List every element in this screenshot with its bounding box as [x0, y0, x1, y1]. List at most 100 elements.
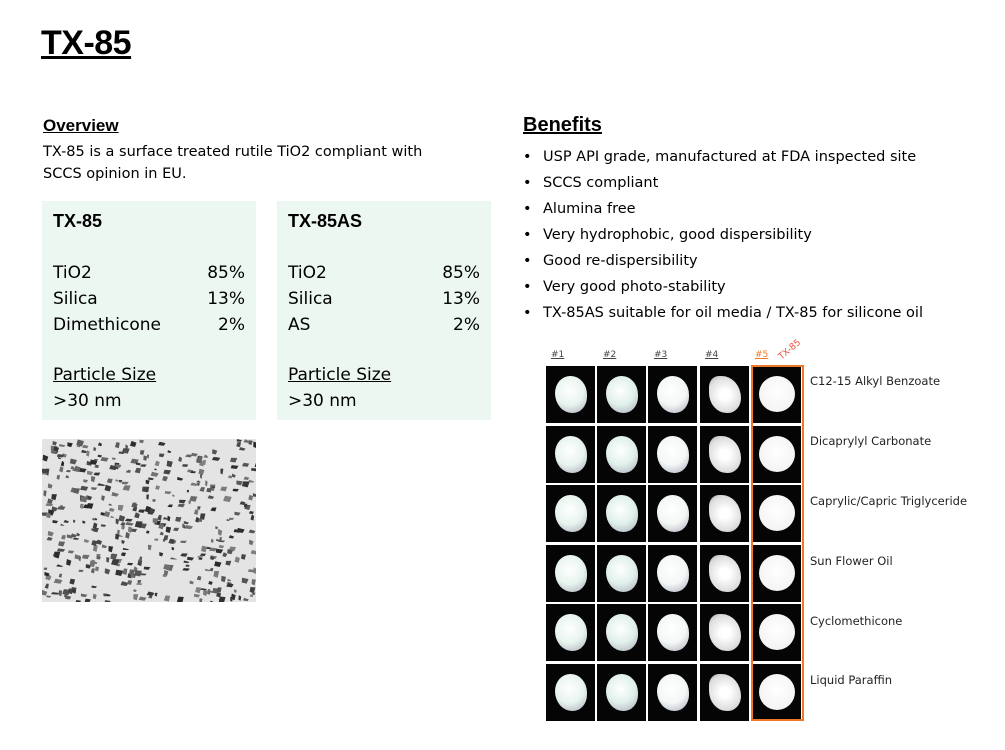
particle: [93, 472, 101, 476]
oil-label: C12-15 Alkyl Benzoate: [810, 374, 941, 388]
particle: [248, 479, 255, 483]
sample-blob: [606, 495, 638, 532]
particle: [163, 469, 172, 475]
sample-image: [752, 366, 801, 423]
sample-image: [648, 425, 697, 483]
sample-image: [546, 485, 595, 542]
particle: [118, 514, 126, 522]
particle: [243, 503, 248, 508]
particle: [128, 526, 133, 533]
particle-size-label: Particle Size: [53, 365, 157, 385]
particle: [59, 466, 64, 473]
particle: [248, 529, 256, 534]
particle: [198, 557, 203, 560]
particle: [228, 535, 235, 539]
particle: [42, 589, 48, 596]
particle: [44, 571, 50, 577]
particle: [163, 595, 171, 602]
particle: [65, 469, 71, 473]
particle: [193, 509, 199, 515]
sample-image: [546, 425, 595, 483]
particle: [93, 527, 99, 533]
particle: [215, 526, 219, 530]
particle: [229, 457, 238, 463]
particle: [197, 455, 203, 462]
particle: [133, 589, 137, 592]
particle: [45, 512, 52, 519]
particle: [139, 439, 145, 444]
particle: [152, 498, 156, 503]
sample-image: [648, 366, 697, 423]
particle: [210, 507, 217, 512]
particle: [218, 540, 226, 543]
oil-label: Cyclomethicone: [810, 614, 903, 628]
particle: [135, 462, 142, 466]
particle: [126, 580, 133, 585]
sample-image: [597, 485, 646, 542]
particle: [196, 480, 201, 483]
particle: [100, 524, 107, 527]
particle: [96, 556, 101, 560]
particle: [91, 540, 98, 546]
particle: [120, 581, 129, 587]
particle: [165, 526, 172, 534]
particle: [196, 575, 202, 581]
particle: [196, 458, 202, 464]
particle: [78, 569, 84, 573]
particle: [96, 539, 102, 545]
particle-size-value: >30 nm: [53, 391, 122, 411]
particle: [58, 589, 63, 597]
comp-value: 85%: [442, 263, 480, 283]
particle: [115, 479, 119, 482]
sample-blob: [759, 673, 795, 710]
particle: [100, 456, 109, 462]
particle: [80, 485, 89, 491]
particle: [194, 593, 201, 598]
comp-name: Dimethicone: [53, 315, 161, 335]
particle: [143, 455, 148, 461]
comp-row: TiO2 85%: [288, 260, 480, 286]
particle: [154, 468, 158, 471]
sample-blob: [555, 673, 587, 711]
particle: [243, 597, 249, 602]
particle: [225, 560, 232, 566]
particle: [167, 450, 172, 454]
particle: [251, 592, 256, 596]
particle: [238, 595, 242, 601]
sample-blob: [555, 554, 587, 592]
particle: [231, 473, 236, 478]
sample-blob: [709, 673, 741, 711]
sample-blob: [606, 376, 638, 413]
comp-value: 13%: [207, 289, 245, 309]
tx85-tag: TX-85: [776, 337, 804, 363]
particle: [243, 439, 249, 443]
particle: [58, 456, 62, 460]
particle: [170, 557, 178, 560]
particle: [73, 488, 80, 494]
particle: [125, 531, 130, 539]
oil-label: Caprylic/Capric Triglyceride: [810, 494, 968, 508]
particle: [185, 564, 190, 567]
particle: [145, 486, 149, 493]
particle: [177, 476, 184, 481]
benefits-list: USP API grade, manufactured at FDA inspe…: [523, 144, 923, 326]
particle: [51, 506, 58, 512]
particle: [148, 594, 153, 599]
particle: [106, 557, 110, 563]
particle: [136, 582, 143, 586]
sample-image: [752, 604, 801, 661]
particle: [206, 588, 211, 595]
sample-image: [700, 663, 749, 721]
particle: [182, 568, 190, 571]
benefit-item: TX-85AS suitable for oil media / TX-85 f…: [523, 300, 923, 326]
particle: [189, 580, 194, 585]
particle: [230, 596, 234, 602]
sample-blob: [759, 376, 795, 412]
comp-row: AS 2%: [288, 312, 480, 338]
particle: [86, 450, 90, 457]
particle: [177, 503, 185, 508]
particle: [146, 494, 150, 500]
particle: [211, 449, 218, 455]
particle: [122, 568, 128, 575]
particle: [91, 585, 98, 589]
